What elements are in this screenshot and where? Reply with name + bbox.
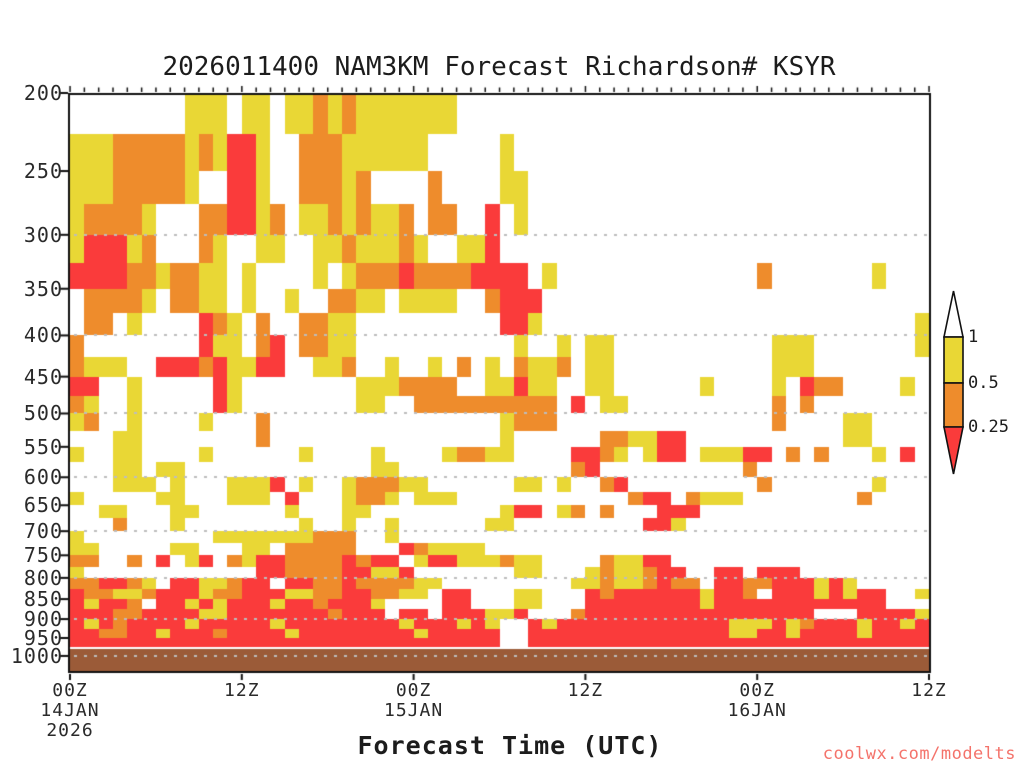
y-tick-label: 300: [23, 222, 63, 247]
y-tick-label: 400: [23, 323, 63, 348]
chart-title: 2026011400 NAM3KM Forecast Richardson# K…: [162, 52, 836, 82]
y-tick-label: 500: [23, 401, 63, 426]
y-tick-label: 350: [23, 276, 63, 301]
y-tick-label: 700: [23, 519, 63, 544]
colorbar-segment-yellow: [943, 336, 964, 384]
y-tick-label: 250: [23, 159, 63, 184]
colorbar-arrow-down-red: [943, 426, 964, 475]
x-tick-label: 00Z 16JAN: [727, 680, 787, 721]
y-tick-label: 950: [23, 625, 63, 650]
colorbar-arrow-up-white: [943, 290, 964, 338]
x-tick-label: 12Z: [911, 680, 947, 701]
colorbar-label-1: 1: [968, 327, 979, 347]
colorbar: [943, 290, 964, 475]
y-tick-label: 750: [23, 543, 63, 568]
y-tick-label: 650: [23, 493, 63, 518]
y-tick-label: 450: [23, 364, 63, 389]
y-tick-label: 900: [23, 607, 63, 632]
x-axis-title: Forecast Time (UTC): [357, 731, 663, 760]
colorbar-label-0p5: 0.5: [968, 373, 999, 393]
y-tick-label: 800: [23, 565, 63, 590]
x-tick-label: 00Z 15JAN: [384, 680, 444, 721]
y-tick-label: 1000: [10, 643, 63, 668]
y-tick-label: 850: [23, 587, 63, 612]
x-tick-label: 12Z: [567, 680, 604, 701]
colorbar-label-0p25: 0.25: [968, 417, 1009, 437]
watermark-text: coolwx.com/modelts: [822, 744, 1016, 764]
y-tick-label: 600: [23, 465, 63, 490]
x-tick-label: 12Z: [224, 680, 260, 701]
y-tick-label: 550: [23, 434, 63, 459]
x-tick-label: 00Z 14JAN 2026: [40, 680, 100, 741]
y-tick-label: 200: [23, 81, 63, 105]
colorbar-segment-orange: [943, 382, 964, 428]
